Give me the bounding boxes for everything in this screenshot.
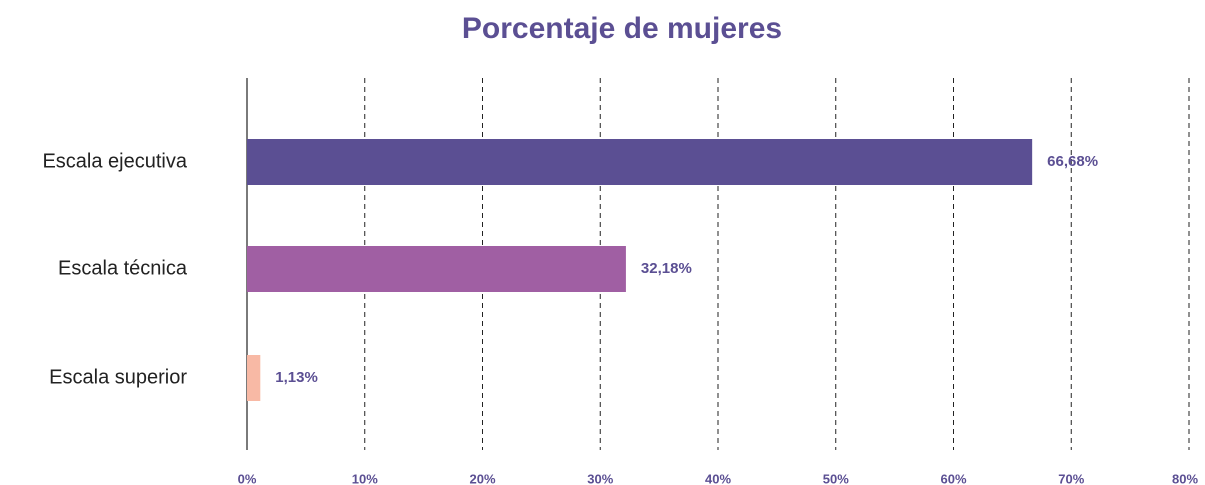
- x-tick-label: 70%: [1058, 471, 1084, 485]
- x-tick-label: 0%: [238, 471, 257, 485]
- value-label: 32,18%: [641, 260, 692, 277]
- value-label: 1,13%: [275, 369, 318, 386]
- category-label: Escala superior: [49, 366, 187, 388]
- x-tick-label: 60%: [940, 471, 966, 485]
- x-tick-label: 40%: [705, 471, 731, 485]
- x-tick-label: 10%: [352, 471, 378, 485]
- value-label: 66,68%: [1047, 153, 1098, 170]
- chart-title: Porcentaje de mujeres: [462, 12, 782, 45]
- x-tick-label: 50%: [823, 471, 849, 485]
- category-label: Escala técnica: [58, 257, 188, 279]
- bar: [247, 355, 261, 401]
- x-tick-label: 20%: [469, 471, 495, 485]
- x-tick-label: 80%: [1172, 471, 1198, 485]
- bar: [247, 139, 1033, 185]
- bar: [247, 246, 626, 292]
- category-label: Escala ejecutiva: [42, 150, 187, 172]
- x-tick-label: 30%: [587, 471, 613, 485]
